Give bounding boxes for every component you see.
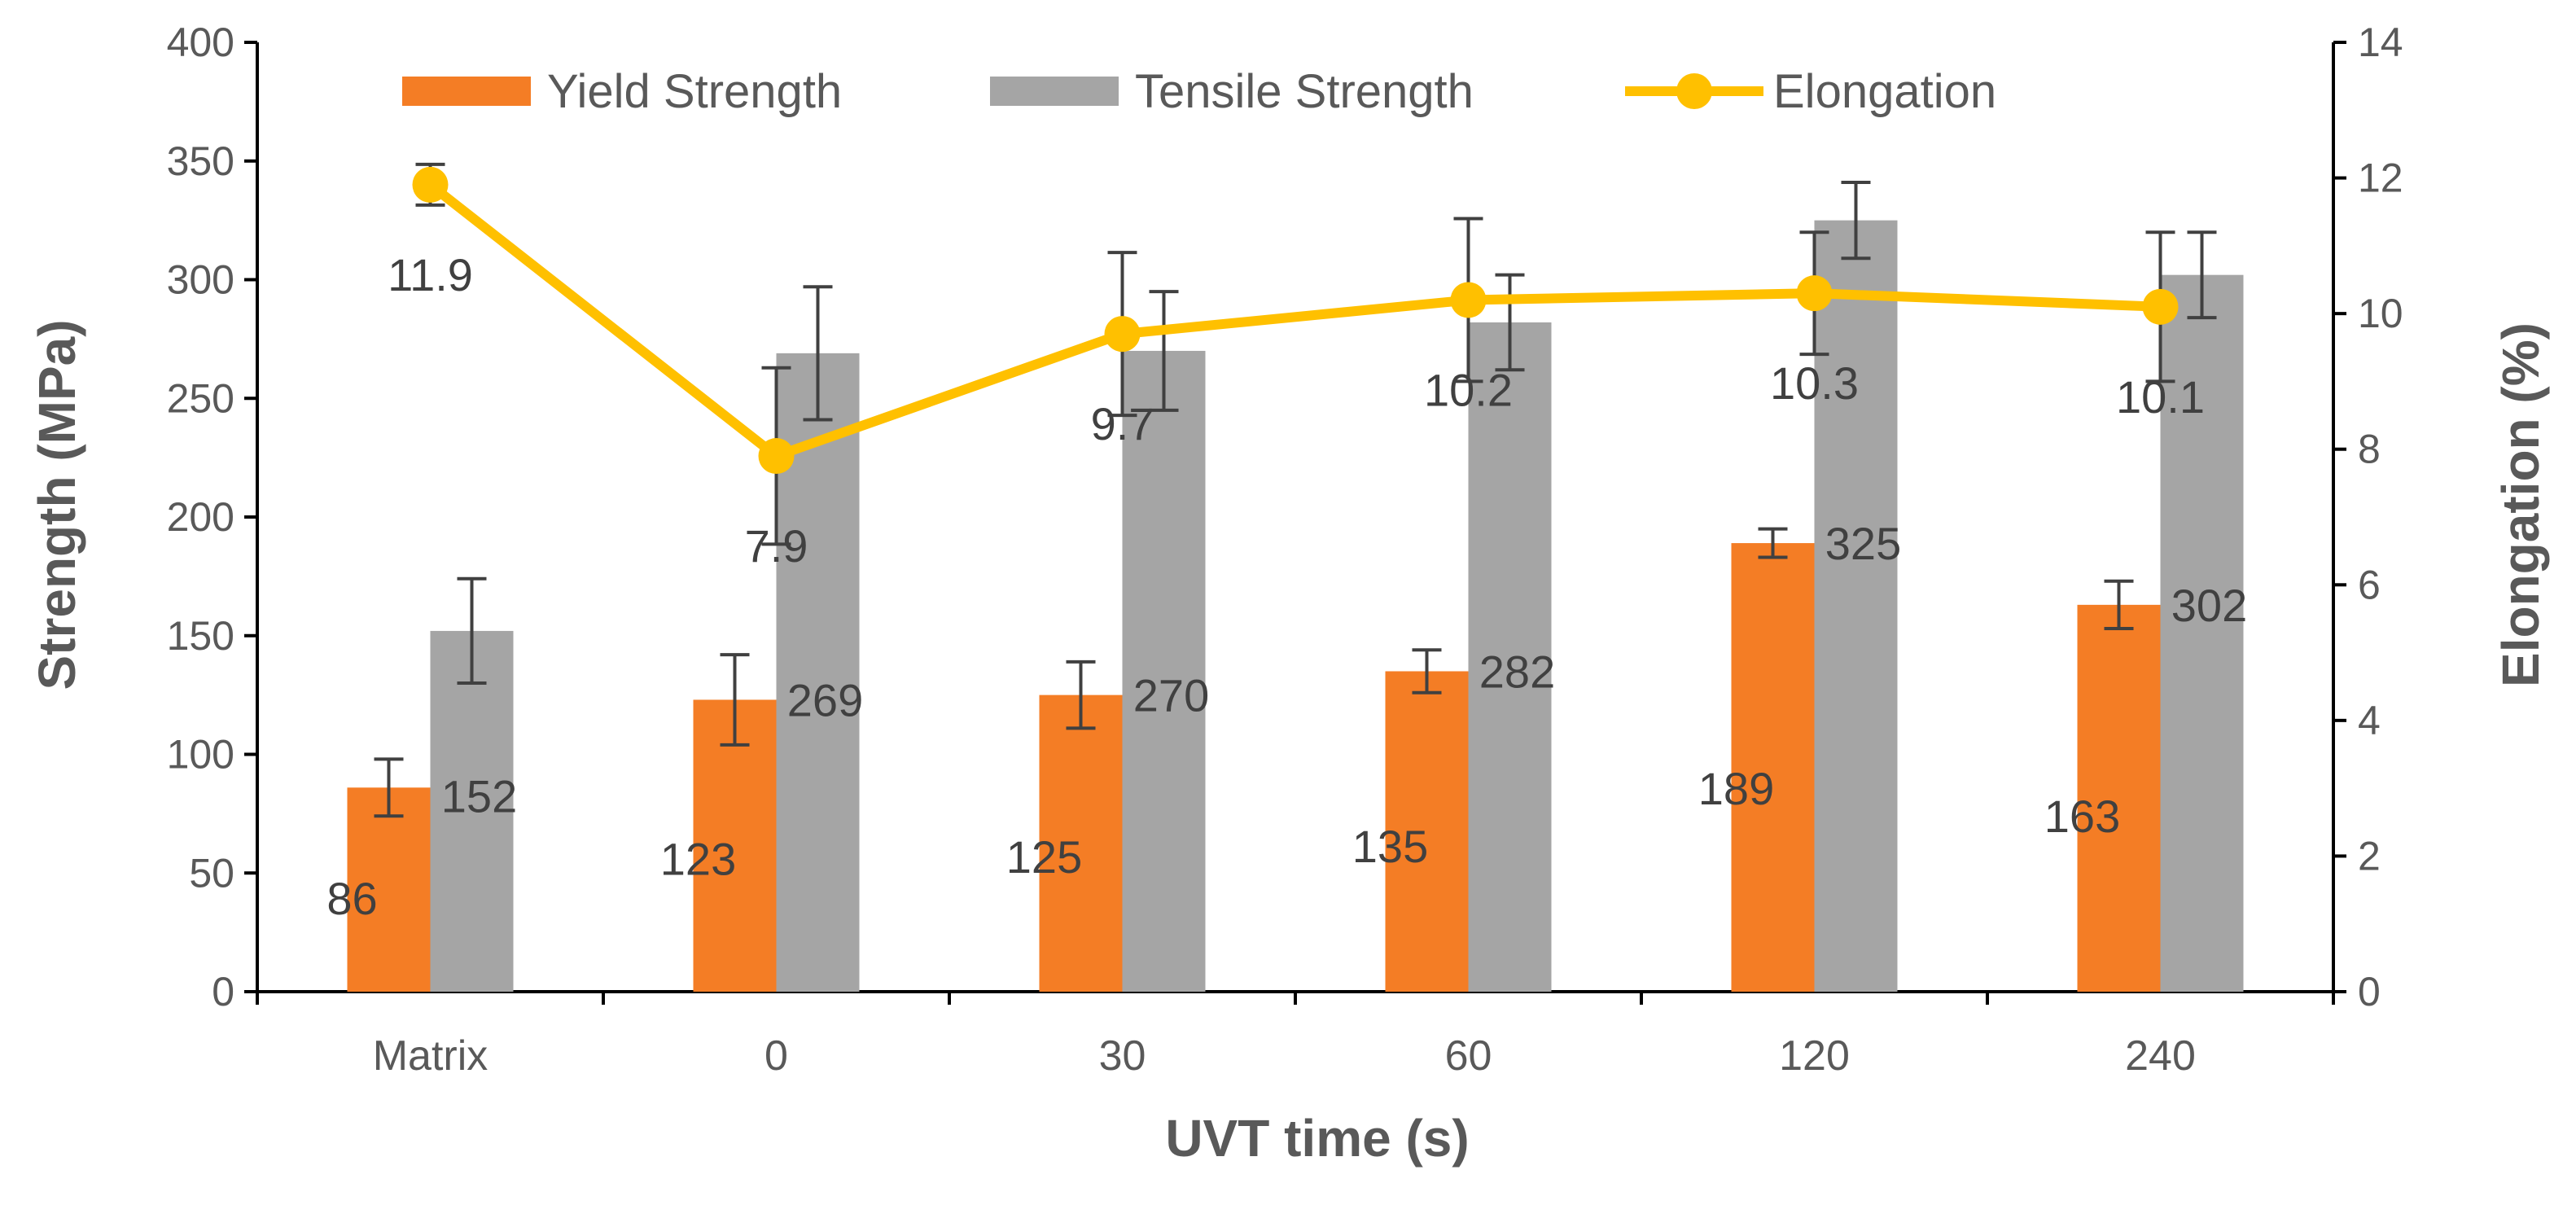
y-tick-label: 0 <box>212 969 234 1014</box>
y2-tick-label: 10 <box>2358 291 2403 336</box>
yield-strength-bar <box>2077 604 2161 992</box>
tensile-strength-data-label: 270 <box>1133 670 1209 721</box>
y2-axis-title: Elongation (%) <box>2491 322 2550 687</box>
tensile-strength-bar <box>1468 322 1552 992</box>
yield-strength-data-label: 163 <box>2044 791 2120 842</box>
yield-strength-bar <box>693 699 777 992</box>
axes-layer: 05010015020025030035040002468101214Matri… <box>167 20 2403 1080</box>
elongation-marker <box>758 438 795 475</box>
tensile-strength-bar <box>1814 220 1898 992</box>
y-tick-label: 300 <box>167 257 234 303</box>
y-tick-label: 200 <box>167 494 234 540</box>
tensile-strength-bar <box>1122 350 1206 992</box>
elongation-data-label: 10.2 <box>1424 364 1513 415</box>
y-tick-label: 50 <box>189 850 234 896</box>
tensile-strength-data-label: 302 <box>2171 580 2247 631</box>
y-tick-label: 250 <box>167 375 234 421</box>
bars-layer <box>347 220 2244 992</box>
tensile-strength-data-label: 269 <box>787 674 863 725</box>
elongation-marker <box>1450 282 1487 318</box>
tensile-strength-bar <box>430 630 514 992</box>
line-layer <box>412 166 2179 475</box>
y-tick-label: 150 <box>167 613 234 659</box>
tensile-strength-data-label: 325 <box>1825 518 1901 569</box>
elongation-data-label: 11.9 <box>388 249 473 300</box>
tensile-strength-data-label: 152 <box>441 770 517 822</box>
tensile-strength-bar <box>2160 274 2244 992</box>
legend-yield-label: Yield Strength <box>547 65 842 118</box>
y-tick-label: 350 <box>167 138 234 184</box>
x-tick-label: 0 <box>764 1032 788 1080</box>
elongation-data-label: 10.3 <box>1770 357 1859 409</box>
elongation-marker <box>1796 275 1833 312</box>
legend-yield-swatch <box>402 77 531 106</box>
elongation-data-label: 7.9 <box>745 520 808 572</box>
error-bars-layer <box>374 162 2217 818</box>
yield-strength-bar <box>1385 671 1469 992</box>
y2-tick-label: 14 <box>2358 20 2403 65</box>
y2-tick-label: 8 <box>2358 427 2381 472</box>
x-tick-label: 60 <box>1445 1032 1492 1080</box>
legend-tensile-label: Tensile Strength <box>1135 65 1474 118</box>
yield-strength-data-label: 125 <box>1006 831 1082 883</box>
legend-elongation-marker <box>1676 73 1712 109</box>
data-labels-layer: 86 123 125 135 189 163 152 269 270 282 325 302 11.9 7… <box>326 249 2247 924</box>
elongation-marker <box>412 166 449 203</box>
y2-tick-label: 0 <box>2358 969 2381 1014</box>
y-tick-label: 400 <box>167 20 234 65</box>
x-tick-label: 30 <box>1099 1032 1146 1080</box>
x-tick-label: Matrix <box>373 1032 488 1080</box>
elongation-data-label: 9.7 <box>1091 398 1154 449</box>
yield-strength-data-label: 189 <box>1698 763 1774 814</box>
yield-strength-bar <box>347 787 431 992</box>
yield-strength-data-label: 123 <box>660 834 736 885</box>
elongation-line <box>427 181 2161 462</box>
elongation-data-label: 10.1 <box>2116 371 2205 423</box>
y-axis-title: Strength (MPa) <box>28 319 86 690</box>
legend-elongation-label: Elongation <box>1773 65 1996 118</box>
x-tick-label: 120 <box>1779 1032 1850 1080</box>
legend: Yield Strength Tensile Strength Elongation <box>402 65 1996 118</box>
y2-tick-label: 4 <box>2358 698 2381 743</box>
yield-strength-bar <box>1039 695 1123 992</box>
yield-strength-data-label: 86 <box>326 873 377 924</box>
elongation-marker <box>2142 288 2179 325</box>
y2-tick-label: 12 <box>2358 156 2403 201</box>
y-tick-label: 100 <box>167 732 234 778</box>
legend-tensile-swatch <box>990 77 1119 106</box>
elongation-marker <box>1104 316 1141 353</box>
y2-tick-label: 6 <box>2358 562 2381 607</box>
y2-tick-label: 2 <box>2358 833 2381 879</box>
yield-strength-data-label: 135 <box>1352 821 1428 872</box>
tensile-strength-data-label: 282 <box>1479 646 1555 697</box>
yield-strength-bar <box>1731 543 1815 992</box>
x-axis-title: UVT time (s) <box>1165 1109 1469 1168</box>
x-tick-label: 240 <box>2125 1032 2196 1080</box>
